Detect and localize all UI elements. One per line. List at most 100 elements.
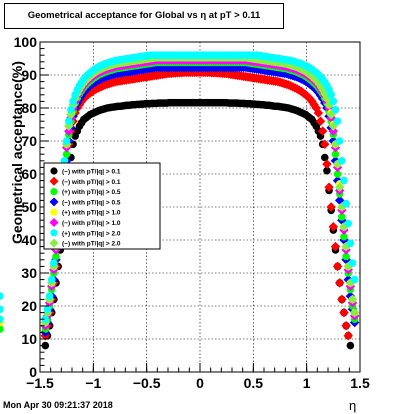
y-tick-label: 40 [21, 232, 37, 248]
y-tick-label: 100 [14, 34, 38, 50]
data-point [337, 294, 347, 305]
data-point [339, 307, 349, 318]
data-point [331, 105, 340, 114]
x-tick-label: 0 [196, 375, 204, 391]
legend-label: (+) with pT/|q| > 1.0 [62, 210, 121, 217]
data-point [43, 305, 52, 314]
data-point [67, 105, 75, 114]
data-point [350, 275, 359, 284]
data-point [317, 126, 328, 136]
data-point [331, 150, 340, 158]
data-point [333, 117, 342, 125]
data-point [50, 259, 58, 267]
data-point [346, 239, 355, 248]
x-tick-label: 1.5 [350, 375, 370, 391]
legend-label: (−) with pT/|q| > 0.1 [62, 179, 121, 186]
data-point [62, 150, 71, 158]
data-point [0, 315, 4, 323]
data-point [342, 199, 350, 208]
data-point [0, 292, 4, 300]
data-point [343, 330, 354, 341]
legend-label: (+) with pT/|q| > 2.0 [62, 230, 121, 237]
data-point [62, 137, 71, 145]
data-point [0, 325, 4, 333]
legend-label: (−) with pT/|q| > 2.0 [62, 241, 121, 248]
data-point [349, 307, 360, 318]
legend-marker [50, 208, 58, 216]
data-point [340, 176, 348, 185]
data-point [334, 182, 345, 192]
y-tick-label: 30 [21, 265, 37, 281]
legend-box [43, 162, 161, 250]
y-tick-label: 50 [21, 199, 37, 215]
x-tick-label: 1 [303, 375, 311, 391]
data-point [45, 292, 54, 300]
y-tick-labels: 0 10 20 30 40 50 60 70 80 90 100 [14, 34, 38, 380]
data-point [334, 278, 345, 288]
data-point [338, 213, 346, 221]
legend-marker [50, 167, 58, 175]
x-tick-label: −1 [85, 375, 101, 391]
data-point [323, 166, 331, 175]
data-point [348, 259, 357, 267]
legend-marker [49, 238, 59, 248]
data-point [320, 139, 330, 150]
data-point [329, 97, 338, 106]
data-point [328, 126, 339, 136]
data-point [65, 117, 73, 125]
data-point [340, 232, 348, 241]
data-point [313, 108, 324, 118]
data-point [332, 261, 343, 272]
y-tick-label: 70 [21, 133, 37, 149]
data-point [322, 159, 332, 169]
legend-marker [49, 197, 59, 207]
data-point [315, 116, 326, 126]
legend: (−) with pT/|q| > 0.1 (−) with pT/|q| > 0… [43, 162, 161, 250]
data-point [326, 202, 336, 212]
y-tick-label: 0 [29, 364, 37, 380]
axis-ticks [39, 41, 361, 373]
x-axis-label: η [349, 398, 357, 413]
y-tick-label: 10 [21, 331, 37, 347]
data-point [321, 153, 329, 162]
y-axis-label: Geometrical acceptance(%) [9, 61, 25, 244]
x-tick-label: −1.5 [26, 375, 54, 391]
data-point [330, 241, 341, 252]
data-point [328, 222, 339, 232]
y-tick-label: 60 [21, 166, 37, 182]
data-point [335, 137, 344, 145]
legend-label: (+) with pT/|q| > 0.5 [62, 189, 121, 196]
legend-marker [49, 176, 59, 186]
y-tick-label: 90 [21, 67, 37, 83]
title-box: Geometrical acceptance for Global vs η a… [4, 3, 284, 29]
data-point [347, 294, 358, 305]
x-tick-label: 0.5 [244, 375, 264, 391]
data-point [338, 157, 346, 165]
legend-label: (−) with pT/|q| > 0.5 [62, 199, 121, 206]
y-tick-label: 80 [21, 100, 37, 116]
data-point [69, 97, 77, 106]
legend-marker [50, 229, 58, 237]
legend-marker [50, 188, 58, 196]
data-point [324, 182, 334, 192]
data-point [341, 321, 351, 331]
data-point [342, 252, 350, 261]
data-point [344, 219, 353, 228]
legend-label: (−) with pT/|q| > 1.0 [62, 220, 121, 227]
data-point [47, 275, 56, 284]
data-point [0, 305, 4, 314]
x-tick-labels: −1.5 −1 −0.5 0 0.5 1 1.5 [26, 375, 370, 391]
data-point [333, 170, 342, 178]
data-point [52, 252, 60, 261]
data-point [41, 315, 50, 324]
data-point [64, 126, 74, 136]
legend-marker [49, 218, 59, 227]
data-point [41, 341, 50, 350]
legend-label: (−) with pT/|q| > 0.1 [62, 169, 121, 176]
data-point [346, 341, 355, 350]
legend-entries: (−) with pT/|q| > 0.1 (−) with pT/|q| > 0… [49, 167, 121, 248]
y-tick-label: 20 [21, 298, 37, 314]
timestamp: Mon Apr 30 09:21:37 2018 [3, 400, 113, 410]
chart-title: Geometrical acceptance for Global vs η a… [27, 10, 261, 21]
